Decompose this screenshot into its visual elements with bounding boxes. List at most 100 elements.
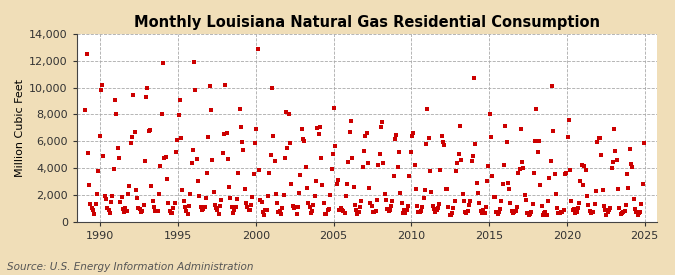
Point — [437, 139, 448, 144]
Point — [623, 185, 634, 190]
Point — [386, 204, 397, 208]
Point — [88, 208, 99, 213]
Point — [597, 188, 608, 193]
Point — [403, 204, 414, 208]
Point — [294, 191, 304, 196]
Point — [242, 205, 252, 209]
Point — [505, 201, 516, 205]
Point — [601, 213, 612, 218]
Point — [279, 155, 290, 160]
Point — [566, 199, 577, 204]
Point — [444, 213, 455, 217]
Point — [368, 210, 379, 214]
Point — [143, 129, 154, 133]
Point — [589, 201, 600, 206]
Point — [582, 194, 593, 199]
Point — [399, 208, 410, 212]
Point — [112, 145, 123, 150]
Point — [488, 195, 499, 200]
Point — [194, 194, 205, 199]
Point — [142, 86, 153, 90]
Point — [223, 157, 234, 161]
Point — [136, 210, 146, 214]
Point — [109, 166, 119, 171]
Point — [374, 152, 385, 156]
Point — [205, 84, 215, 89]
Point — [491, 210, 502, 214]
Point — [464, 203, 475, 208]
Point — [373, 163, 383, 167]
Point — [207, 158, 218, 162]
Point — [620, 202, 631, 207]
Point — [529, 170, 539, 175]
Point — [605, 206, 616, 210]
Point — [346, 119, 356, 123]
Point — [461, 211, 472, 215]
Point — [500, 123, 511, 128]
Point — [196, 207, 207, 212]
Point — [554, 211, 565, 215]
Point — [550, 192, 561, 197]
Point — [572, 206, 583, 211]
Point — [80, 108, 90, 112]
Point — [535, 182, 545, 187]
Point — [213, 211, 224, 216]
Point — [510, 209, 521, 213]
Point — [575, 178, 586, 183]
Point — [595, 136, 605, 141]
Point — [292, 204, 303, 209]
Point — [523, 213, 534, 217]
Point — [497, 182, 508, 186]
Point — [522, 211, 533, 215]
Point — [622, 172, 632, 177]
Point — [126, 135, 137, 139]
Point — [385, 207, 396, 212]
Point — [608, 160, 618, 164]
Point — [526, 210, 537, 214]
Point — [274, 209, 285, 213]
Point — [485, 135, 496, 139]
Point — [610, 148, 621, 153]
Point — [450, 199, 460, 204]
Point — [340, 193, 351, 198]
Point — [391, 133, 402, 137]
Point — [111, 112, 122, 117]
Point — [299, 139, 310, 143]
Point — [159, 156, 169, 160]
Point — [230, 205, 241, 210]
Point — [475, 209, 486, 213]
Point — [593, 136, 604, 141]
Point — [419, 188, 430, 192]
Point — [454, 124, 465, 128]
Point — [185, 191, 196, 196]
Point — [596, 153, 607, 157]
Point — [190, 88, 201, 92]
Point — [329, 105, 340, 110]
Point — [317, 183, 328, 187]
Point — [583, 203, 593, 207]
Point — [313, 132, 324, 137]
Point — [412, 204, 423, 208]
Point — [295, 173, 306, 177]
Point — [508, 211, 518, 215]
Point — [543, 199, 554, 204]
Point — [138, 203, 149, 207]
Point — [423, 136, 434, 140]
Point — [533, 150, 543, 154]
Point — [425, 168, 435, 173]
Point — [571, 210, 582, 214]
Point — [261, 207, 272, 212]
Point — [90, 202, 101, 206]
Point — [612, 158, 622, 162]
Point — [243, 208, 254, 212]
Point — [247, 195, 258, 199]
Point — [198, 207, 209, 211]
Point — [406, 133, 417, 138]
Point — [570, 211, 580, 215]
Point — [556, 210, 566, 214]
Point — [564, 118, 574, 123]
Point — [626, 162, 637, 166]
Point — [410, 186, 421, 191]
Point — [319, 201, 329, 205]
Point — [284, 112, 294, 117]
